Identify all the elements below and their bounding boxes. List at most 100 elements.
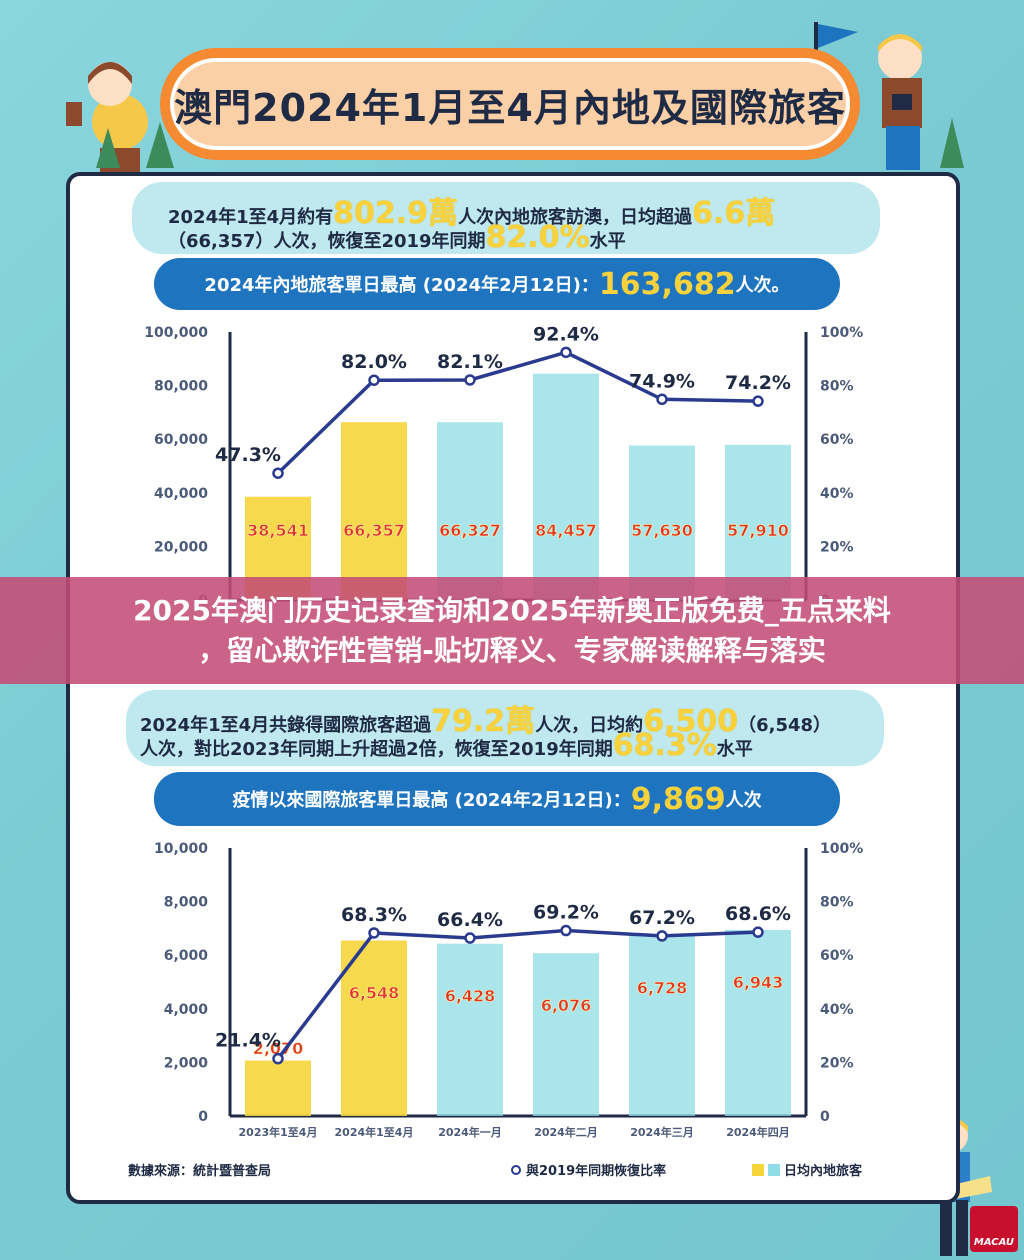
recovery-rate-point xyxy=(560,924,572,937)
recovery-rate-label: 68.3% xyxy=(341,904,407,926)
legend-bar-yellow-swatch xyxy=(752,1163,764,1176)
mainland-summary-text: 2024年1至4月約有 xyxy=(168,207,334,228)
bar-value-label: 84,457 xyxy=(535,521,597,540)
legend-bar-label: 日均內地旅客 xyxy=(784,1164,863,1179)
y2-tick-label: 60% xyxy=(820,432,854,448)
mainland-recovery-rate: 82.0% xyxy=(485,220,590,255)
x-tick-label: 2024年一月 xyxy=(438,1125,502,1139)
recovery-rate-label: 67.2% xyxy=(629,907,695,929)
bar-value-label: 6,943 xyxy=(733,973,784,992)
bar xyxy=(437,422,503,600)
recovery-rate-point xyxy=(272,1052,284,1065)
recovery-rate-point xyxy=(368,927,380,939)
international-summary-text: 2024年1至4月共錄得國際旅客超過 xyxy=(140,715,432,736)
bar xyxy=(437,943,503,1116)
international-total-visitors: 79.2萬 xyxy=(431,704,536,739)
title-banner-inner xyxy=(170,58,850,150)
recovery-rate-point xyxy=(752,395,764,407)
legend-line-marker-icon xyxy=(511,1164,521,1175)
recovery-rate-label: 69.2% xyxy=(533,902,599,924)
legend-bar-cyan-swatch xyxy=(768,1163,780,1176)
bar-value-label: 57,630 xyxy=(631,521,693,540)
y-tick-label: 0 xyxy=(198,1109,208,1125)
bar-value-label: 38,541 xyxy=(247,521,309,540)
recovery-rate-label: 82.0% xyxy=(341,351,407,373)
international-summary-text: 水平 xyxy=(716,739,753,760)
international-recovery-rate: 68.3% xyxy=(612,728,717,763)
mainland-summary-text: （66,357）人次，恢復至2019年同期 xyxy=(168,231,486,252)
recovery-rate-point xyxy=(560,346,572,359)
recovery-rate-label: 66.4% xyxy=(437,909,503,931)
recovery-rate-label: 74.9% xyxy=(629,370,695,392)
bar-value-label: 66,357 xyxy=(343,521,405,540)
legend-line-label: 與2019年同期恢復比率 xyxy=(526,1164,667,1179)
x-tick-label: 2024年三月 xyxy=(630,1125,694,1139)
y2-tick-label: 80% xyxy=(820,895,854,911)
recovery-rate-point xyxy=(752,926,764,938)
bar-value-label: 6,076 xyxy=(541,996,592,1015)
international-peak-unit: 人次 xyxy=(725,790,762,811)
recovery-rate-line xyxy=(276,350,759,475)
trees-left-illustration xyxy=(96,122,174,168)
recovery-rate-label: 74.2% xyxy=(725,372,791,394)
y2-tick-label: 80% xyxy=(820,379,854,395)
mainland-peak-unit: 人次。 xyxy=(735,275,790,296)
international-daily-average: 6,500 xyxy=(643,704,739,739)
mainland-peak-box: 2024年內地旅客單日最高 (2024年2月12日)： 163,682 人次。 xyxy=(154,258,840,310)
overlay-banner: 2025年澳门历史记录查询和2025年新奥正版免费_五点来料 ，留心欺诈性营销-… xyxy=(0,577,1024,684)
y2-tick-label: 40% xyxy=(820,1002,854,1018)
y-tick-label: 10,000 xyxy=(154,841,208,857)
bar xyxy=(341,422,407,600)
bar xyxy=(725,444,791,600)
y-tick-label: 60,000 xyxy=(154,432,208,448)
x-tick-label: 2024年二月 xyxy=(534,1125,598,1139)
y-tick-label: 20,000 xyxy=(154,539,208,555)
bar xyxy=(245,1060,311,1116)
recovery-rate-point xyxy=(464,374,476,386)
y2-tick-label: 20% xyxy=(820,1055,854,1071)
legend-bar: 日均內地旅客 xyxy=(752,1160,862,1179)
y-tick-label: 6,000 xyxy=(164,948,209,964)
bar xyxy=(533,953,599,1116)
bar xyxy=(341,940,407,1116)
main-card xyxy=(66,172,960,1204)
mainland-peak-label: 2024年內地旅客單日最高 (2024年2月12日)： xyxy=(204,275,599,296)
y-tick-label: 8,000 xyxy=(164,895,209,911)
y-tick-label: 100,000 xyxy=(144,325,208,341)
legend-line: 與2019年同期恢復比率 xyxy=(510,1160,666,1179)
international-summary-text: 人次，日均約 xyxy=(535,715,644,736)
recovery-rate-point xyxy=(656,393,668,406)
international-summary-box: 2024年1至4月共錄得國際旅客超過 79.2萬 人次，日均約 6,500 （6… xyxy=(126,690,884,766)
recovery-rate-label: 21.4% xyxy=(215,1030,281,1052)
bar xyxy=(533,373,599,600)
y2-tick-label: 40% xyxy=(820,486,854,502)
y2-tick-label: 100% xyxy=(820,841,863,857)
recovery-rate-label: 47.3% xyxy=(215,444,281,466)
international-daily-exact: （6,548） xyxy=(738,715,832,736)
mainland-total-visitors: 802.9萬 xyxy=(333,196,459,231)
mainland-peak-value: 163,682 xyxy=(598,266,736,302)
international-peak-value: 9,869 xyxy=(630,781,726,817)
bar-value-label: 6,728 xyxy=(637,979,688,998)
international-peak-label: 疫情以來國際旅客單日最高 (2024年2月12日)： xyxy=(232,790,631,811)
mainland-summary-text: 水平 xyxy=(589,231,626,252)
recovery-rate-line xyxy=(276,928,759,1060)
mainland-summary-text: 人次內地旅客訪澳，日均超過 xyxy=(458,207,693,228)
mainland-daily-average: 6.6萬 xyxy=(692,196,776,231)
recovery-rate-point xyxy=(368,374,380,386)
y2-tick-label: 0 xyxy=(820,1109,830,1125)
recovery-rate-point xyxy=(272,467,284,479)
international-peak-box: 疫情以來國際旅客單日最高 (2024年2月12日)： 9,869 人次 xyxy=(154,772,840,826)
bar xyxy=(629,445,695,600)
bar xyxy=(725,929,791,1116)
macau-logo: MACAU xyxy=(970,1206,1018,1252)
y-tick-label: 2,000 xyxy=(164,1055,209,1071)
x-tick-label: 2024年四月 xyxy=(726,1125,790,1139)
recovery-rate-point xyxy=(464,932,476,944)
bar-value-label: 66,327 xyxy=(439,521,501,540)
y-tick-label: 4,000 xyxy=(164,1002,209,1018)
page-title: 澳門2024年1月至4月內地及國際旅客 xyxy=(174,85,846,130)
mainland-summary-box: 2024年1至4月約有 802.9萬 人次內地旅客訪澳，日均超過 6.6萬 （6… xyxy=(132,182,880,255)
y-tick-label: 40,000 xyxy=(154,486,208,502)
data-source-label: 數據來源：統計暨普查局 xyxy=(128,1164,272,1179)
